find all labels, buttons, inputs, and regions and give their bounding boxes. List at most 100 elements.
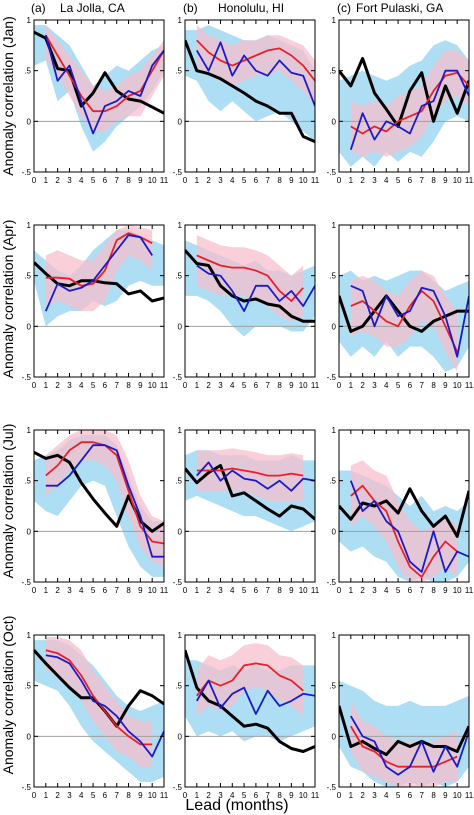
y-tick-label: .5 [175, 682, 182, 691]
x-tick-label: 2 [55, 586, 60, 595]
y-tick-label: 1 [332, 631, 337, 640]
x-tick-label: 2 [206, 381, 211, 390]
x-tick-label: 4 [384, 791, 389, 800]
y-tick-label: 0 [178, 322, 183, 331]
series-line-blue [349, 69, 469, 150]
x-tick-label: 6 [254, 586, 259, 595]
spread-band-red [45, 430, 164, 567]
x-tick-label: 6 [408, 586, 413, 595]
x-tick-label: 3 [218, 791, 223, 800]
x-tick-label: 9 [289, 791, 294, 800]
y-tick-label: 0 [27, 322, 32, 331]
x-tick-label: 9 [289, 381, 294, 390]
x-tick-label: 8 [126, 791, 131, 800]
column-title-fort-pulaski: Fort Pulaski, GA [356, 1, 443, 15]
x-tick-label: 8 [126, 381, 131, 390]
x-tick-label: 6 [103, 791, 108, 800]
y-tick-label: -.5 [327, 783, 337, 792]
panel-frame [338, 429, 470, 583]
x-tick-label: 0 [32, 586, 37, 595]
y-tick-label: .5 [24, 682, 31, 691]
x-tick-label: 11 [465, 791, 474, 800]
x-tick-label: 4 [79, 381, 84, 390]
x-tick-label: 9 [443, 381, 448, 390]
y-tick-label: .5 [175, 272, 182, 281]
y-tick-label: 1 [178, 426, 183, 435]
x-tick-label: 0 [337, 176, 342, 185]
x-tick-label: 5 [242, 176, 247, 185]
panel-jan-la-jolla: 0 1 2 3 4 5 6 7 8 9 10 111.50-.5 [22, 16, 169, 185]
series-line-blue [196, 264, 315, 313]
y-tick-label: .5 [24, 272, 31, 281]
x-tick-label: 11 [160, 381, 169, 390]
column-headers: (a) La Jolla, CA (b) Honolulu, HI (c) Fo… [31, 1, 443, 15]
x-tick-label: 7 [420, 586, 425, 595]
x-tick-label: 9 [443, 586, 448, 595]
x-tick-label: 3 [372, 791, 377, 800]
plot-area-apr-fort-pulaski [339, 270, 469, 372]
x-tick-label: 4 [384, 381, 389, 390]
panel-label-c: (c) [337, 1, 351, 15]
y-tick-label: 1 [178, 16, 183, 25]
panel-apr-honolulu: 0 1 2 3 4 5 6 7 8 9 10 111.50-.5 [173, 221, 320, 390]
x-tick-label: 10 [148, 381, 157, 390]
x-tick-label: 1 [195, 586, 200, 595]
x-tick-label: 8 [431, 381, 436, 390]
x-tick-label: 8 [277, 586, 282, 595]
series-line-red [350, 725, 458, 768]
x-tick-label: 2 [55, 381, 60, 390]
plot-area-jul-honolulu [185, 448, 315, 532]
panel-frame [184, 634, 316, 788]
panel-frame [33, 224, 165, 378]
y-tick-label: .5 [329, 272, 336, 281]
y-tick-label: -.5 [173, 783, 183, 792]
series-line-blue [44, 34, 164, 135]
y-tick-label: 1 [332, 221, 337, 230]
x-tick-label: 6 [408, 791, 413, 800]
x-tick-label: 4 [230, 381, 235, 390]
y-tick-label: .5 [175, 477, 182, 486]
panel-frame [338, 634, 470, 788]
x-tick-label: 1 [349, 176, 354, 185]
x-tick-label: 0 [337, 791, 342, 800]
plot-area-jan-honolulu [185, 25, 315, 143]
x-tick-label: 5 [242, 586, 247, 595]
x-tick-label: 8 [431, 791, 436, 800]
x-tick-label: 4 [230, 791, 235, 800]
x-tick-label: 1 [349, 586, 354, 595]
series-line-blue [45, 444, 164, 558]
x-tick-label: 5 [242, 791, 247, 800]
series-line-black [339, 57, 469, 128]
panel-apr-la-jolla: 0 1 2 3 4 5 6 7 8 9 10 111.50-.5 [22, 221, 169, 390]
spread-band-red [196, 235, 304, 322]
x-tick-label: 4 [384, 586, 389, 595]
x-tick-label: 3 [67, 586, 72, 595]
x-tick-label: 3 [218, 586, 223, 595]
x-tick-label: 10 [299, 586, 308, 595]
x-tick-label: 8 [277, 381, 282, 390]
plot-area-jul-la-jolla [34, 430, 164, 577]
x-tick-label: 7 [420, 176, 425, 185]
x-tick-label: 2 [360, 791, 365, 800]
y-tick-label: 1 [27, 426, 32, 435]
x-tick-label: 8 [126, 586, 131, 595]
x-tick-label: 1 [44, 176, 49, 185]
y-tick-label: .5 [329, 682, 336, 691]
x-tick-label: 2 [360, 381, 365, 390]
spread-band-red [350, 270, 458, 372]
y-tick-label: 0 [27, 527, 32, 536]
panel-frame [184, 224, 316, 378]
x-tick-label: 3 [372, 381, 377, 390]
x-tick-label: 5 [396, 381, 401, 390]
x-tick-label: 3 [67, 176, 72, 185]
x-tick-label: 4 [230, 586, 235, 595]
x-tick-label: 1 [349, 791, 354, 800]
y-tick-label: 1 [332, 16, 337, 25]
x-tick-label: 9 [138, 176, 143, 185]
y-tick-label: 0 [27, 117, 32, 126]
spread-band-red [45, 25, 164, 132]
x-tick-label: 4 [230, 176, 235, 185]
x-tick-label: 9 [138, 791, 143, 800]
x-tick-label: 5 [396, 791, 401, 800]
panel-oct-honolulu: 0 1 2 3 4 5 6 7 8 9 10 111.50-.5 [173, 631, 320, 800]
